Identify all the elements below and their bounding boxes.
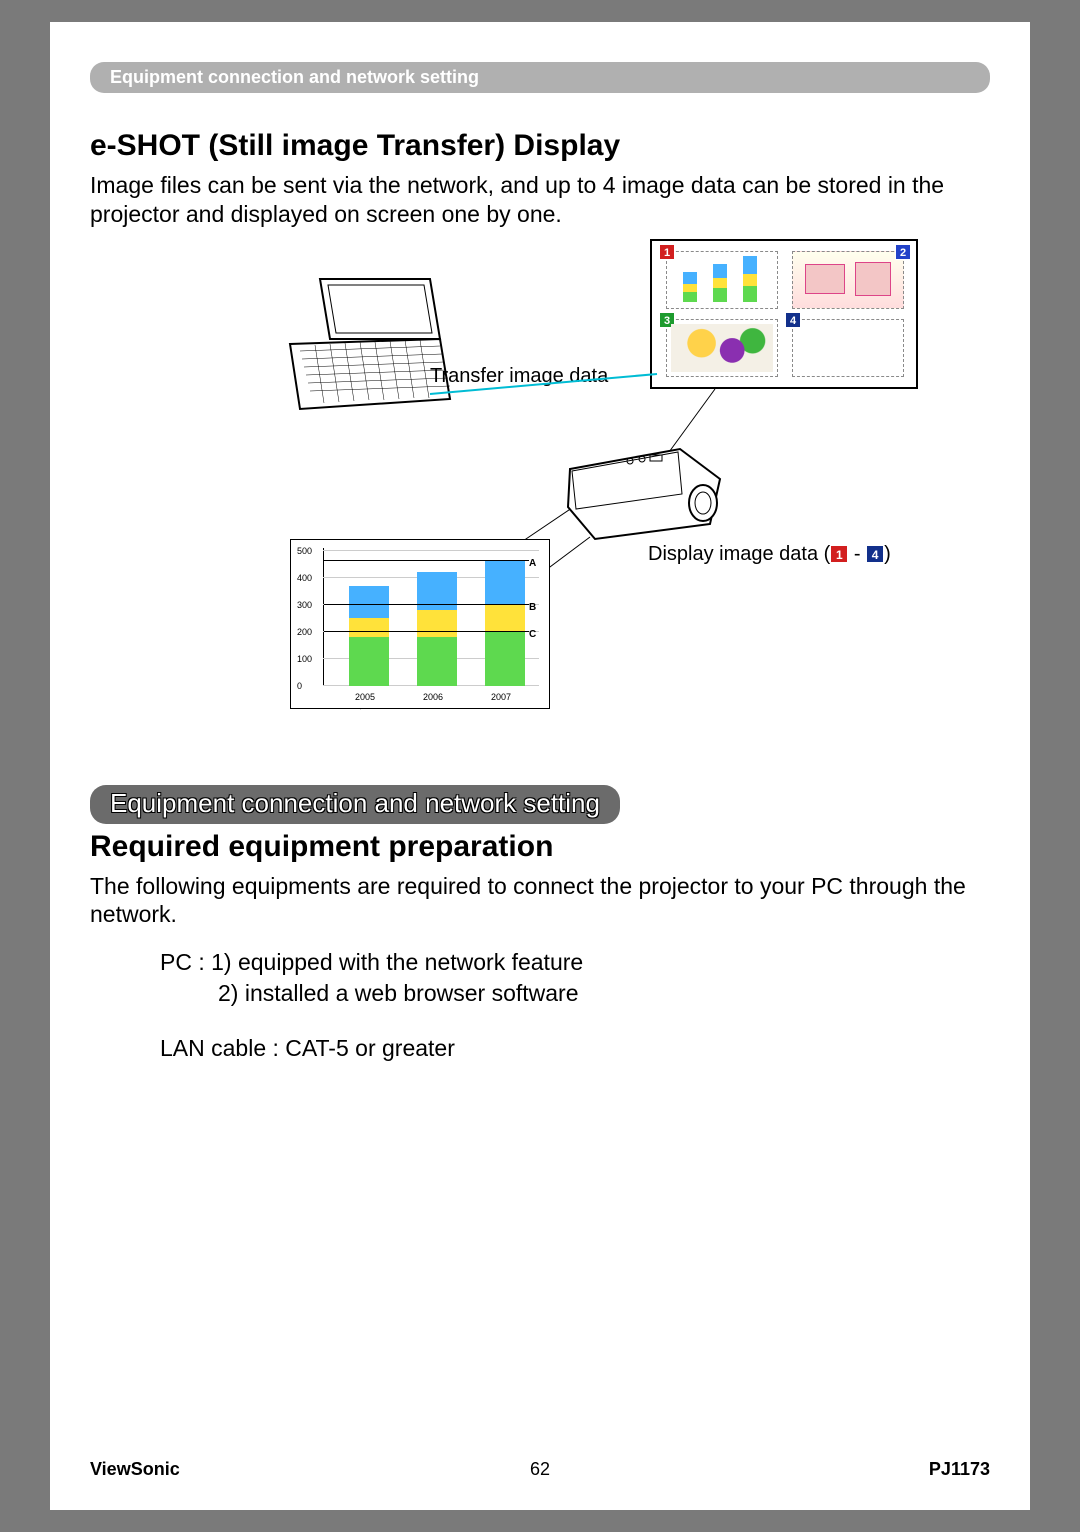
display-label-suffix: ) [884,543,891,565]
section2-body: The following equipments are required to… [90,872,990,930]
thumbnail-3: 3 [666,319,778,377]
chart-segment [417,610,457,637]
thumb4-badge: 4 [785,312,801,328]
chart-series-label: C [529,629,536,640]
chart-series-label: B [529,602,536,613]
chart-series-label: A [529,558,536,569]
chart-xtick: 2007 [491,692,511,702]
thumb1-minichart [677,262,767,302]
projector-icon [560,429,730,549]
display-label-dash: - [848,543,866,565]
chart-ytick: 100 [297,654,312,664]
chart-segment [417,637,457,686]
section2-title: Required equipment preparation [90,830,990,864]
chart-segment [349,637,389,686]
chart-segment [349,586,389,618]
chart-ytick: 400 [297,573,312,583]
projection-screen: 1 2 [650,239,918,389]
thumbnail-1: 1 [666,251,778,309]
manual-page: Equipment connection and network setting… [50,22,1030,1510]
projected-chart: 0 100 200 300 400 500 2005 2006 2007 C B A [290,539,550,709]
thumbnail-2: 2 [792,251,904,309]
inline-badge-4: 4 [866,545,884,563]
section-pill: Equipment connection and network setting [90,785,620,824]
chart-bar [485,561,525,685]
chart-segment [349,618,389,637]
chart-y-axis [323,548,324,686]
footer-model: PJ1173 [929,1459,990,1480]
chart-segment [485,605,525,632]
chart-segment [485,632,525,686]
laptop-icon [280,269,460,419]
chart-bar [349,586,389,686]
display-label: Display image data (1 - 4) [648,543,891,566]
figure-diagram: Transfer image data 1 2 [90,239,990,759]
chart-ytick: 500 [297,546,312,556]
chart-bar [417,572,457,685]
transfer-label: Transfer image data [430,365,608,388]
chart-segment [485,561,525,604]
pc-req-line2: 2) installed a web browser software [218,978,990,1009]
thumb2-badge: 2 [895,244,911,260]
chart-ytick: 200 [297,627,312,637]
pc-req-line1: PC : 1) equipped with the network featur… [160,947,990,978]
page-footer: ViewSonic 62 PJ1173 [90,1459,990,1480]
top-section-banner: Equipment connection and network setting [90,62,990,93]
chart-ytick: 0 [297,681,302,691]
inline-badge-1: 1 [830,545,848,563]
chart-xtick: 2005 [355,692,375,702]
footer-page-number: 62 [90,1459,990,1480]
chart-xtick: 2006 [423,692,443,702]
requirements-block: PC : 1) equipped with the network featur… [160,947,990,1064]
thumb1-badge: 1 [659,244,675,260]
section1-body: Image files can be sent via the network,… [90,171,990,229]
display-label-prefix: Display image data ( [648,543,830,565]
chart-ytick: 300 [297,600,312,610]
section1-title: e-SHOT (Still image Transfer) Display [90,129,990,163]
thumbnail-4: 4 [792,319,904,377]
lan-req-line: LAN cable : CAT-5 or greater [160,1033,990,1064]
